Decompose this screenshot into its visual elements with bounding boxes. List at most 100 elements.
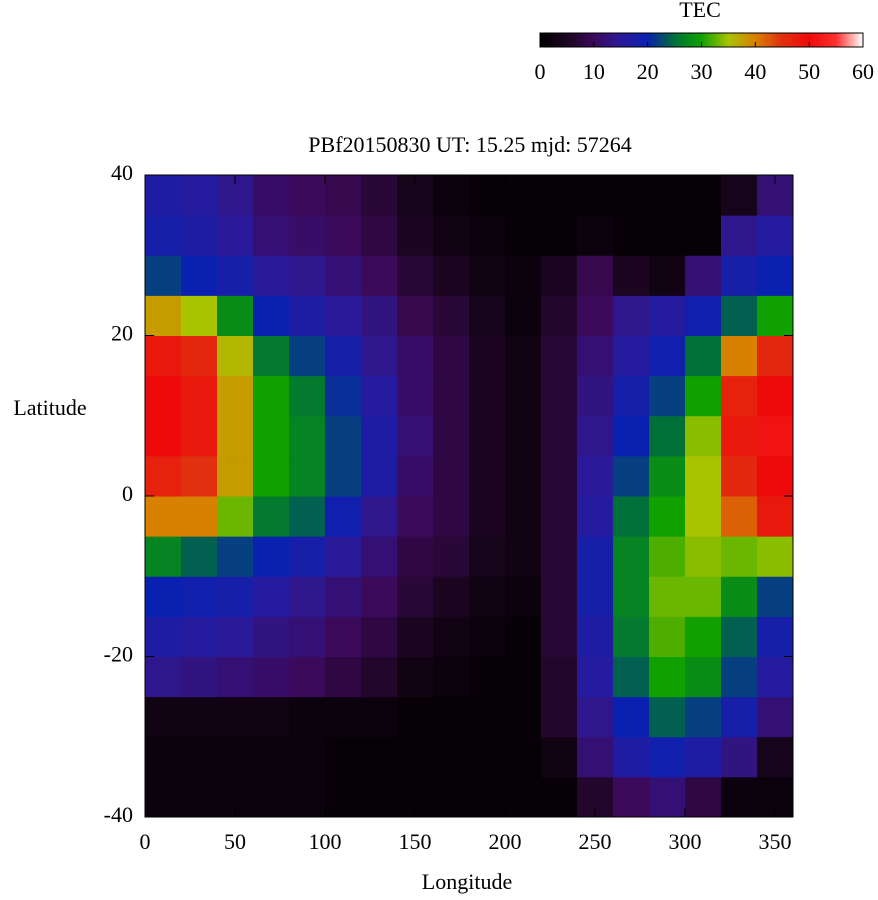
heatmap-cell: [577, 375, 614, 417]
heatmap-cell: [433, 375, 470, 417]
heatmap-cell: [649, 496, 686, 537]
heatmap-cell: [397, 295, 434, 336]
heatmap-cell: [541, 295, 578, 336]
heatmap-cell: [397, 335, 434, 377]
heatmap-cell: [757, 215, 794, 256]
heatmap-cell: [721, 455, 758, 497]
heatmap-cell: [397, 255, 434, 296]
heatmap-cell: [577, 215, 614, 256]
colorbar-tick-label: 60: [852, 59, 874, 84]
heatmap-cell: [649, 255, 686, 296]
heatmap-cell: [181, 776, 218, 818]
heatmap-cell: [217, 736, 254, 778]
heatmap-cell: [289, 776, 326, 818]
heatmap-cell: [685, 455, 722, 497]
heatmap-cell: [181, 576, 218, 617]
heatmap-cell: [505, 335, 542, 377]
heatmap-cell: [289, 455, 326, 497]
colorbar-tick-label: 30: [691, 59, 713, 84]
heatmap-cell: [649, 455, 686, 497]
heatmap-cell: [757, 295, 794, 336]
heatmap-cell: [289, 375, 326, 417]
heatmap-cell: [253, 736, 290, 778]
heatmap-cell: [181, 616, 218, 657]
heatmap-cell: [721, 215, 758, 256]
heatmap-cell: [577, 295, 614, 336]
heatmap-cell: [685, 736, 722, 778]
heatmap-cell: [757, 335, 794, 377]
heatmap-cell: [433, 255, 470, 296]
heatmap-cell: [505, 576, 542, 617]
colorbar-tick-label: 50: [798, 59, 820, 84]
heatmap-cell: [649, 656, 686, 698]
colorbar-tick-label: 20: [637, 59, 659, 84]
heatmap-cell: [577, 576, 614, 617]
heatmap-cell: [433, 576, 470, 617]
heatmap-cell: [433, 215, 470, 256]
heatmap-cell: [685, 776, 722, 818]
heatmap-cell: [721, 736, 758, 778]
heatmap-cell: [181, 375, 218, 417]
heatmap-cell: [613, 576, 650, 617]
heatmap-cell: [217, 616, 254, 657]
heatmap-cell: [145, 175, 182, 216]
heatmap-cell: [433, 175, 470, 216]
heatmap-cell: [649, 776, 686, 818]
heatmap-cell: [253, 576, 290, 617]
heatmap-cell: [145, 455, 182, 497]
heatmap-cell: [253, 616, 290, 657]
heatmap-cell: [649, 696, 686, 738]
heatmap-cell: [613, 536, 650, 577]
heatmap-cell: [721, 255, 758, 296]
heatmap-cell: [721, 616, 758, 657]
heatmap-cell: [541, 696, 578, 738]
heatmap-cell: [541, 175, 578, 216]
heatmap-cell: [325, 295, 362, 336]
heatmap-cell: [361, 255, 398, 296]
heatmap-cell: [721, 496, 758, 537]
heatmap-cell: [613, 175, 650, 216]
heatmap-cell: [685, 576, 722, 617]
heatmap-cell: [181, 696, 218, 738]
heatmap-cell: [361, 335, 398, 377]
x-tick-label: 250: [579, 829, 612, 854]
heatmap-cell: [289, 536, 326, 577]
heatmap-cell: [289, 415, 326, 457]
heatmap-cell: [325, 656, 362, 698]
heatmap-cell: [649, 576, 686, 617]
heatmap-cell: [145, 415, 182, 457]
heatmap-cell: [289, 255, 326, 296]
heatmap-cell: [361, 736, 398, 778]
heatmap-cell: [469, 415, 506, 457]
heatmap-cell: [469, 335, 506, 377]
heatmap-cell: [649, 736, 686, 778]
heatmap-cell: [145, 536, 182, 577]
heatmap-cell: [325, 696, 362, 738]
heatmap-cell: [577, 656, 614, 698]
heatmap-cell: [397, 215, 434, 256]
heatmap-cell: [325, 255, 362, 296]
heatmap-cell: [325, 576, 362, 617]
heatmap-cell: [145, 295, 182, 336]
heatmap-cell: [361, 175, 398, 216]
heatmap-cell: [757, 576, 794, 617]
heatmap-cell: [685, 255, 722, 296]
heatmap-cell: [397, 696, 434, 738]
heatmap-cell: [613, 215, 650, 256]
heatmap-cell: [721, 175, 758, 216]
heatmap-cell: [721, 295, 758, 336]
heatmap-cell: [613, 696, 650, 738]
heatmap-cell: [577, 255, 614, 296]
y-tick-label: -40: [104, 802, 133, 827]
heatmap-cell: [325, 375, 362, 417]
heatmap-cell: [181, 255, 218, 296]
heatmap-cell: [541, 255, 578, 296]
heatmap-cell: [325, 335, 362, 377]
heatmap-cell: [721, 415, 758, 457]
y-axis-label: Latitude: [13, 395, 86, 420]
heatmap-cell: [685, 496, 722, 537]
heatmap-cell: [145, 776, 182, 818]
colorbar-tick-label: 0: [535, 59, 546, 84]
